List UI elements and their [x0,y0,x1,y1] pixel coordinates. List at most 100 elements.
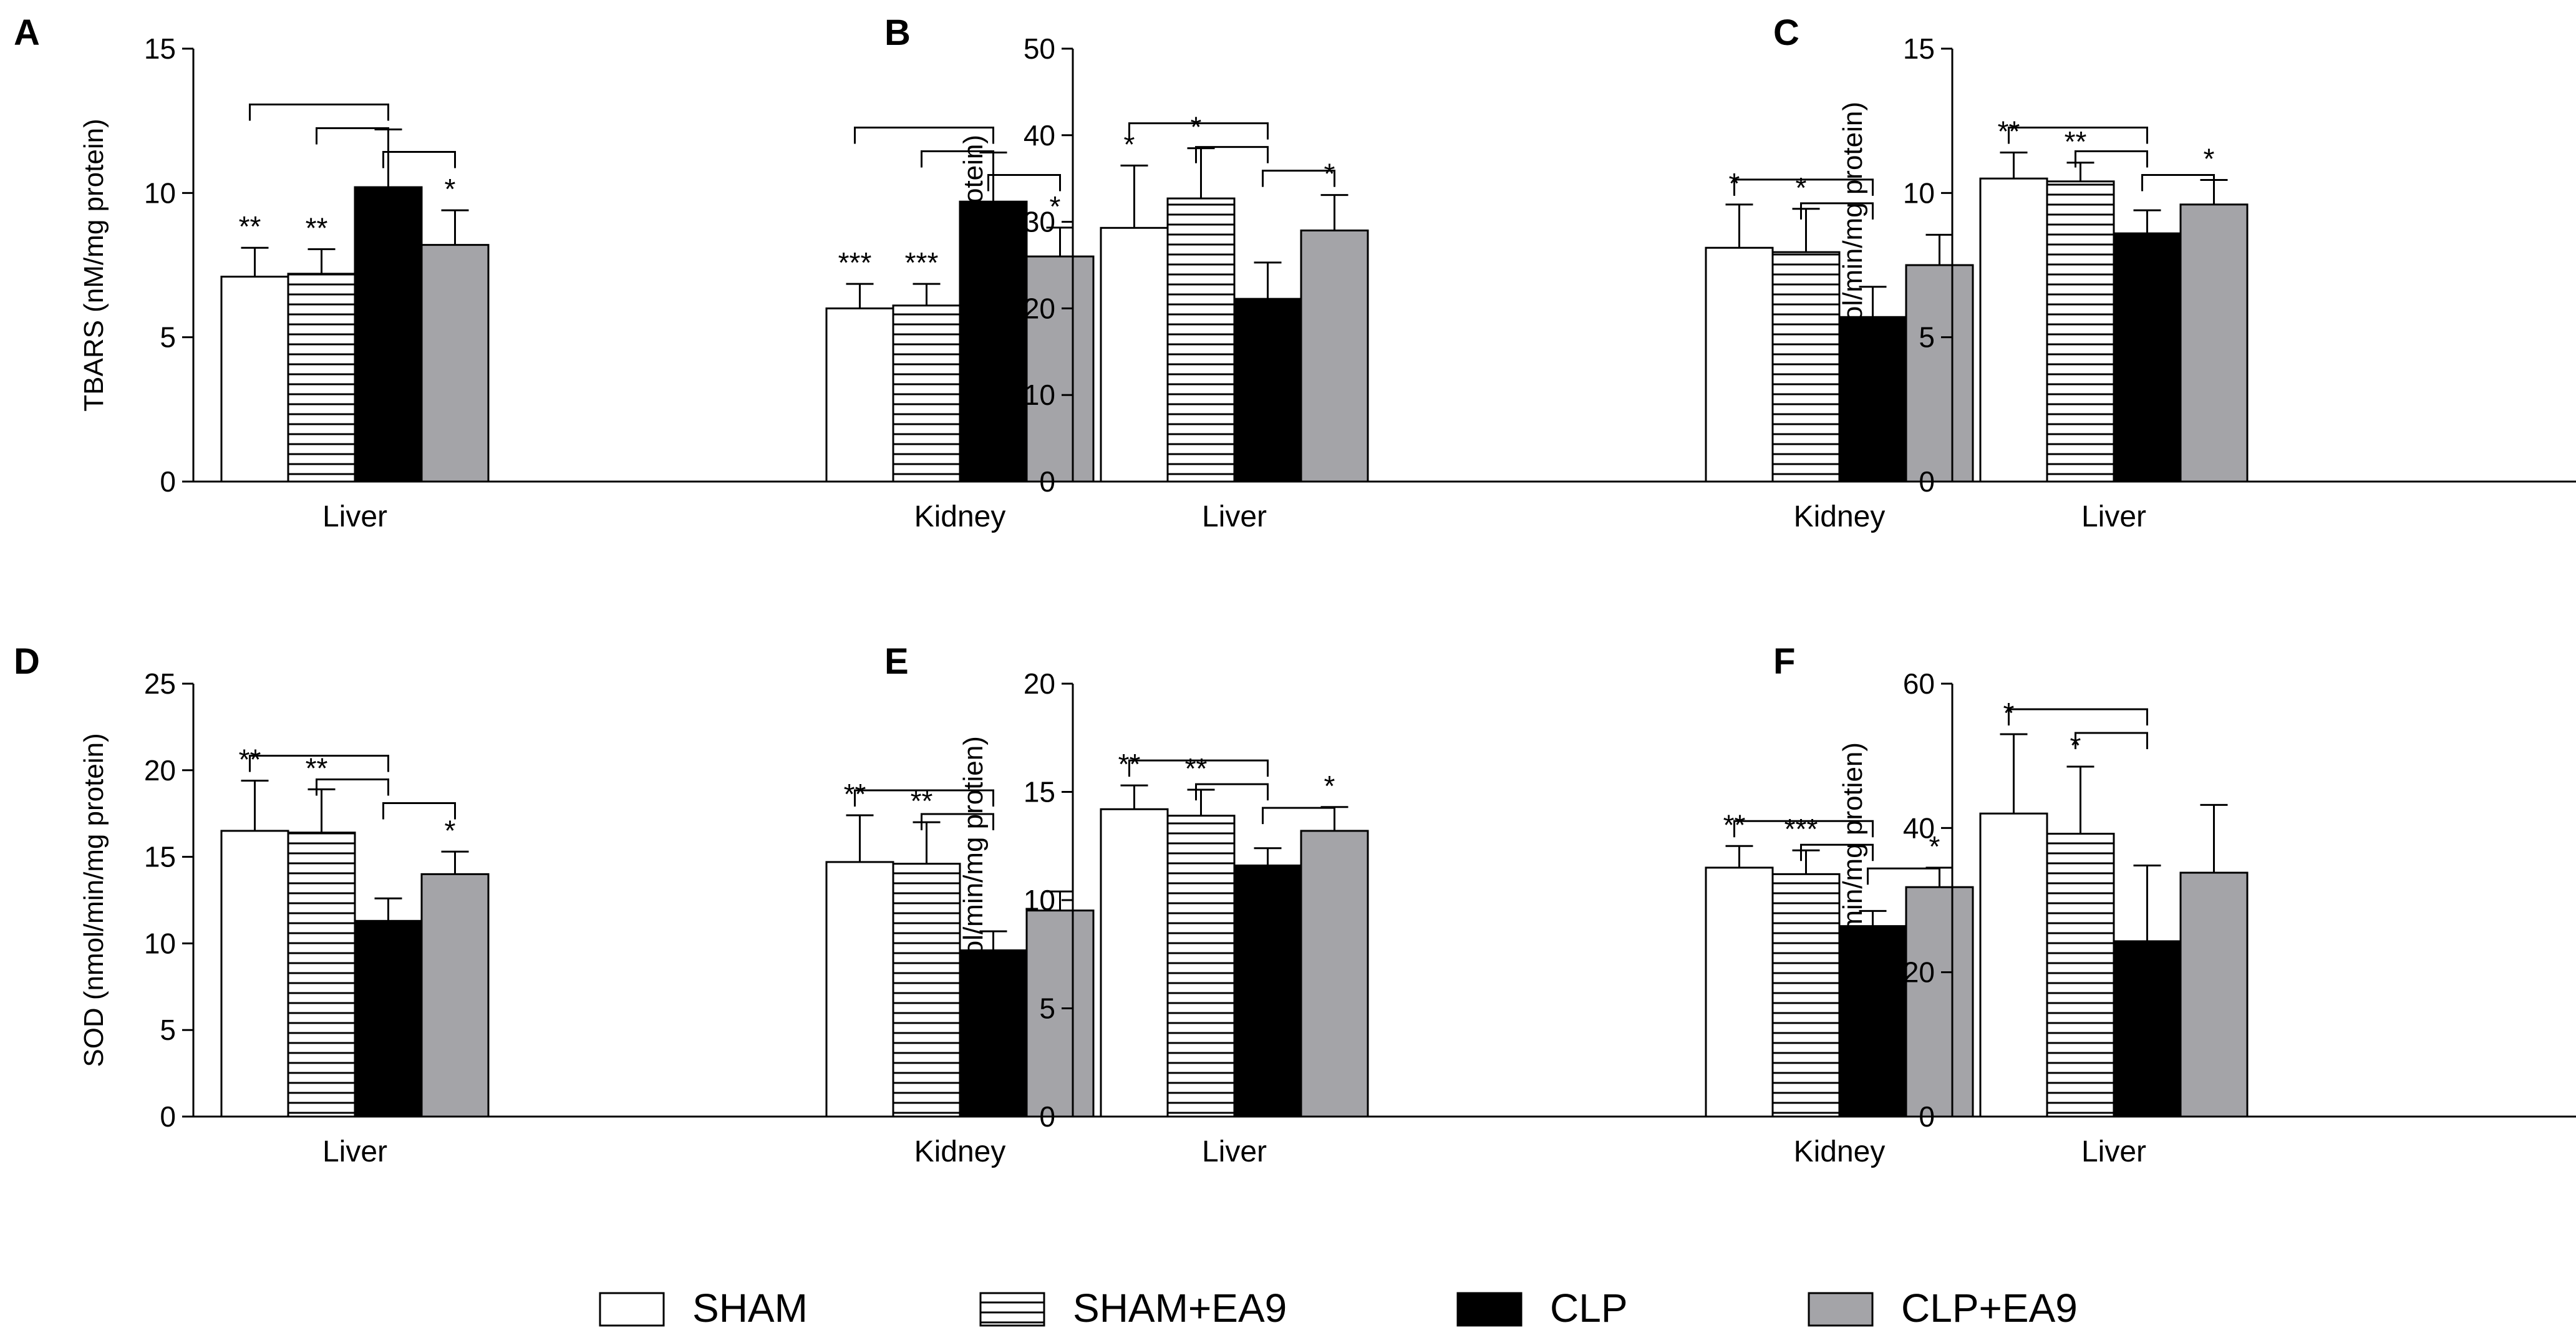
bar-clp-ea9-kidney [1025,909,1095,1118]
x-tick-label: Liver [2081,1135,2146,1168]
bar-sham-liver [1979,177,2048,483]
significance-bracket [987,174,1061,192]
significance-bracket [316,778,389,796]
legend-label: SHAM [692,1286,808,1331]
significance-label: * [445,814,456,846]
panel-f: FGR (nmol/min/mg protien)0204060**Liver*… [1773,641,2576,1168]
bar-sham-ea9-liver [1166,815,1236,1118]
y-axis-title: GSH (nM/mg protein) [958,135,989,395]
y-tick-label: 30 [1024,206,1055,238]
bar-sham-ea9-liver [2046,180,2115,483]
significance-bracket [1867,867,1940,885]
legend-item-sham: SHAM [599,1286,808,1331]
y-tick-label: 10 [144,927,176,959]
significance-bracket [2075,150,2148,168]
legend-swatch [1808,1292,1874,1327]
x-tick-label: Kidney [1794,1135,1886,1168]
significance-label: *** [905,246,939,279]
y-tick-label: 60 [1903,667,1935,700]
significance-bracket [1128,759,1269,777]
y-tick-label: 0 [1039,1100,1055,1133]
y-tick-label: 0 [160,1100,176,1133]
bar-sham-kidney [825,307,894,483]
bar-sham-liver [220,830,289,1118]
significance-label: ** [239,210,261,243]
bar-clp-liver [354,186,423,483]
significance-label: * [1324,770,1335,802]
y-tick-label: 15 [144,32,176,65]
significance-bracket [1800,202,1874,220]
y-axis-title: GPx (nmol/min/mg protien) [958,736,989,1064]
bar-clp-liver [354,919,423,1118]
panel-letter-b: B [884,12,911,53]
y-axis-title: CAT (nmol/min/mg protein) [1838,102,1868,429]
y-tick-label: 0 [1919,1100,1935,1133]
significance-bracket [2075,732,2148,749]
y-tick-label: 10 [1024,884,1055,916]
y-tick-label: 0 [160,465,176,498]
significance-label: * [445,173,456,205]
legend-item-sham-ea9: SHAM+EA9 [979,1286,1287,1331]
significance-bracket [2141,174,2215,192]
bar-sham-kidney [1705,246,1774,483]
bar-clp-kidney [1838,925,1907,1118]
x-tick-label: Liver [322,500,387,533]
bar-clp-ea9-liver [1300,229,1369,483]
significance-bracket [382,802,456,820]
significance-bracket [921,813,994,830]
significance-label: ** [1185,752,1208,785]
significance-label: * [1050,190,1061,223]
legend-label: CLP [1550,1286,1628,1331]
y-axis-title: GR (nmol/min/mg protien) [1838,742,1868,1058]
bar-clp-ea9-liver [420,244,490,483]
significance-bracket [1733,178,1874,196]
bar-clp-liver [1233,864,1302,1118]
significance-bracket [1128,122,1269,140]
y-tick-label: 15 [1903,32,1935,65]
legend-label: SHAM+EA9 [1073,1286,1287,1331]
bar-clp-liver [2113,940,2182,1118]
x-tick-label: Liver [2081,500,2146,533]
y-tick-label: 5 [160,321,176,354]
y-tick-label: 20 [1024,292,1055,324]
legend-item-clp-ea9: CLP+EA9 [1808,1286,2078,1331]
bar-clp-ea9-liver [1300,830,1369,1118]
significance-bracket [249,104,389,121]
y-tick-label: 10 [1903,177,1935,209]
significance-bracket [1195,146,1269,163]
significance-bracket [1800,843,1874,861]
significance-bracket [854,127,994,144]
y-tick-label: 40 [1024,119,1055,152]
bar-sham-ea9-kidney [892,304,961,483]
bar-sham-ea9-liver [2046,833,2115,1118]
bar-sham-ea9-liver [1166,197,1236,483]
x-tick-label: Kidney [914,1135,1006,1168]
y-axis-title: SOD (nmol/min/mg protein) [79,733,109,1067]
bar-sham-ea9-kidney [892,863,961,1118]
bar-sham-ea9-liver [287,831,356,1118]
significance-bracket [1262,807,1335,825]
bar-clp-ea9-kidney [1905,886,1974,1118]
y-tick-label: 0 [1039,465,1055,498]
panel-letter-f: F [1773,641,1795,682]
y-tick-label: 15 [144,841,176,873]
significance-bracket [316,127,389,145]
bar-sham-kidney [1705,866,1774,1118]
significance-label: * [1929,830,1940,863]
bar-clp-ea9-liver [2179,203,2249,483]
panel-letter-d: D [14,641,40,682]
bar-clp-kidney [1838,316,1907,483]
legend-item-clp: CLP [1456,1286,1628,1331]
y-tick-label: 5 [1919,321,1935,354]
bar-clp-ea9-liver [2179,871,2249,1118]
significance-bracket [2008,127,2148,144]
y-tick-label: 15 [1024,776,1055,808]
y-tick-label: 5 [1039,992,1055,1025]
significance-label: ** [306,212,328,245]
y-tick-label: 20 [1903,956,1935,989]
bar-sham-kidney [825,861,894,1118]
